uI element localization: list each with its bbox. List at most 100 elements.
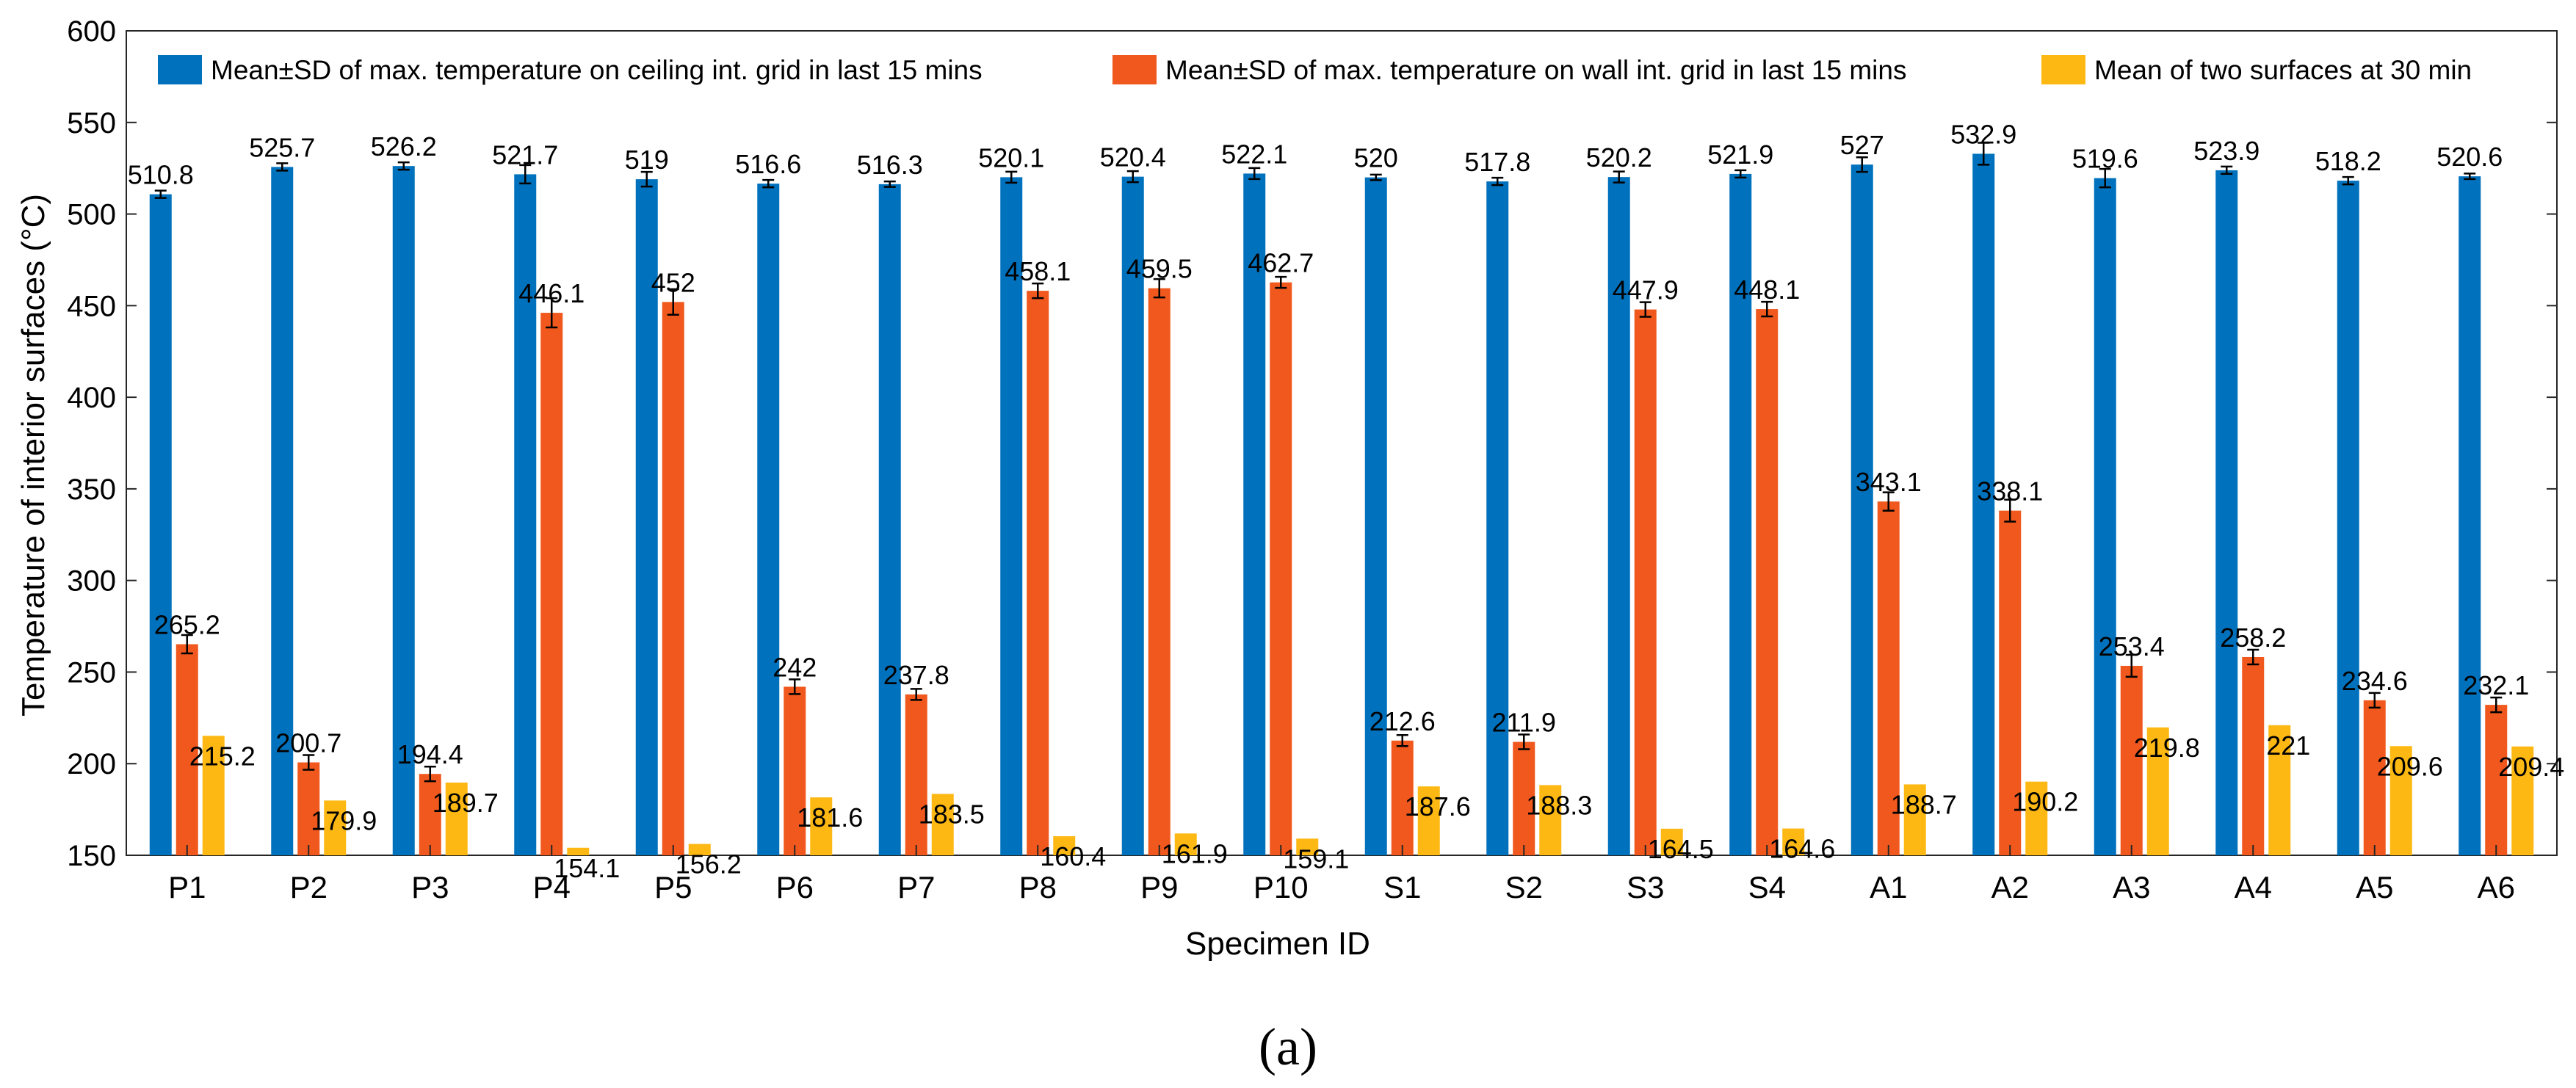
data-label-p5-series-1: 519 [625, 145, 669, 175]
data-label-a6-series-1: 520.6 [2436, 142, 2503, 172]
x-tick-label: P6 [776, 870, 814, 904]
data-label-p8-series-3: 160.4 [1040, 841, 1106, 871]
data-label-p1-series-1: 510.8 [128, 160, 194, 190]
data-label-a3-series-1: 519.6 [2072, 144, 2138, 174]
data-label-p4-series-3: 154.1 [554, 853, 620, 883]
data-label-s4-series-3: 164.6 [1769, 834, 1835, 864]
data-label-p8-series-2: 458.1 [1005, 256, 1071, 286]
x-tick-label: S2 [1505, 870, 1543, 904]
x-tick-label: P8 [1019, 870, 1057, 904]
bar-p9-series-1 [1121, 176, 1144, 855]
y-tick-label: 400 [67, 382, 116, 414]
bar-a4-series-3 [2268, 725, 2291, 855]
legend-label-series-1: Mean±SD of max. temperature on ceiling i… [211, 55, 983, 85]
data-label-a4-series-2: 258.2 [2220, 623, 2286, 653]
bar-a5-series-2 [2363, 700, 2386, 855]
data-label-a2-series-3: 190.2 [2012, 787, 2078, 817]
data-label-p9-series-2: 459.5 [1126, 254, 1193, 284]
plot-area [126, 30, 2558, 856]
bar-a2-series-3 [2025, 781, 2048, 855]
data-label-p3-series-2: 194.4 [397, 739, 463, 769]
data-label-p2-series-1: 525.7 [249, 132, 315, 162]
x-tick-label: A1 [1870, 870, 1907, 904]
data-label-s3-series-3: 164.5 [1648, 834, 1714, 864]
bar-a3-series-2 [2120, 665, 2143, 855]
data-label-s3-series-1: 520.2 [1586, 142, 1652, 173]
bar-p5-series-2 [662, 302, 684, 855]
bar-p9-series-3 [1174, 833, 1197, 855]
bar-a3-series-3 [2146, 727, 2169, 855]
bar-p10-series-3 [1296, 838, 1319, 855]
data-label-p7-series-1: 516.3 [857, 150, 923, 180]
x-tick-label: P10 [1253, 870, 1309, 904]
bar-a4-series-1 [2215, 170, 2238, 856]
bar-a6-series-2 [2485, 705, 2508, 855]
bar-a5-series-1 [2337, 181, 2359, 855]
x-tick-label: P2 [290, 870, 328, 904]
x-tick-label: P7 [897, 870, 935, 904]
bar-p7-series-2 [905, 694, 927, 855]
bar-p8-series-1 [1000, 177, 1023, 855]
bar-p5-series-3 [688, 844, 711, 855]
x-tick-label: A6 [2478, 870, 2515, 904]
x-tick-label: A3 [2113, 870, 2150, 904]
data-label-s1-series-2: 212.6 [1370, 706, 1436, 736]
data-label-a5-series-1: 518.2 [2315, 146, 2381, 176]
x-tick-label: P3 [411, 870, 449, 904]
x-tick-label: S3 [1627, 870, 1664, 904]
bar-a1-series-3 [1903, 784, 1926, 855]
data-label-p2-series-3: 179.9 [311, 805, 377, 835]
bar-p3-series-3 [445, 782, 468, 855]
bar-s2-series-1 [1486, 181, 1509, 856]
bar-p6-series-3 [810, 797, 833, 855]
data-label-p8-series-1: 520.1 [978, 142, 1044, 173]
data-label-p9-series-1: 520.4 [1100, 142, 1166, 173]
data-label-s2-series-2: 211.9 [1492, 708, 1556, 738]
data-label-a2-series-1: 532.9 [1950, 119, 2016, 149]
bar-a2-series-2 [1999, 510, 2022, 855]
data-label-s1-series-1: 520 [1354, 143, 1398, 173]
axes: 150 200 250 300 350 400 450 500 550 600 P1 P2 P3 P4 P5… [67, 15, 2557, 904]
data-label-a4-series-3: 221 [2266, 730, 2310, 761]
data-label-s3-series-2: 447.9 [1613, 275, 1679, 305]
bar-s4-series-3 [1782, 828, 1805, 855]
x-tick-label: P9 [1140, 870, 1178, 904]
legend: Mean±SD of max. temperature on ceiling i… [158, 55, 2472, 85]
x-tick-label: A2 [1991, 870, 2029, 904]
x-tick-label: S1 [1383, 870, 1421, 904]
bar-p3-series-1 [392, 166, 415, 855]
data-label-p3-series-1: 526.2 [371, 131, 437, 162]
data-label-s2-series-3: 188.3 [1526, 790, 1592, 820]
x-tick-label: S4 [1748, 870, 1786, 904]
data-label-a3-series-2: 253.4 [2099, 631, 2165, 661]
data-label-p3-series-3: 189.7 [433, 788, 499, 818]
bar-p2-series-3 [324, 800, 347, 855]
x-tick-label: P5 [654, 870, 692, 904]
data-label-p10-series-1: 522.1 [1221, 139, 1287, 169]
bar-a1-series-2 [1877, 501, 1900, 855]
bar-s3-series-1 [1607, 177, 1630, 856]
data-label-p5-series-2: 452 [651, 267, 695, 297]
bar-p8-series-2 [1027, 291, 1049, 855]
data-label-p1-series-2: 265.2 [154, 610, 220, 640]
data-label-p1-series-3: 215.2 [189, 741, 256, 771]
data-labels: 510.8 525.7 526.2 521.7 519 516.6 516.3 520.1 52… [128, 119, 2565, 882]
data-label-a1-series-2: 343.1 [1856, 467, 1922, 497]
data-label-p4-series-1: 521.7 [492, 139, 558, 170]
x-axis-label: Specimen ID [1185, 926, 1370, 962]
bar-p4-series-3 [567, 847, 590, 855]
legend-label-series-3: Mean of two surfaces at 30 min [2094, 55, 2472, 85]
y-tick-label: 300 [67, 565, 116, 598]
data-label-s4-series-2: 448.1 [1734, 275, 1800, 305]
legend-label-series-2: Mean±SD of max. temperature on wall int.… [1165, 55, 1906, 85]
data-label-p7-series-2: 237.8 [883, 660, 949, 690]
bar-p1-series-2 [176, 644, 198, 855]
bar-a4-series-2 [2242, 656, 2265, 855]
y-tick-label: 550 [67, 107, 116, 139]
bar-p8-series-3 [1053, 836, 1076, 855]
x-tick-label: P1 [168, 870, 206, 904]
bar-s1-series-1 [1364, 177, 1387, 856]
figure-caption: (a) [1259, 1018, 1317, 1076]
bar-s2-series-3 [1539, 785, 1562, 855]
bar-p10-series-1 [1243, 173, 1266, 855]
